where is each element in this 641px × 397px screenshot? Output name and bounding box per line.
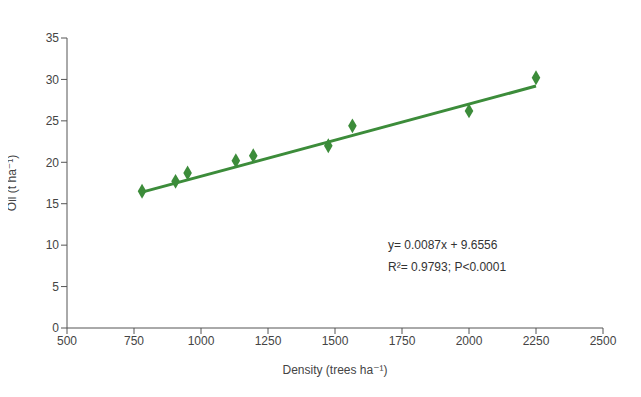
svg-text:1000: 1000 xyxy=(188,334,215,348)
svg-text:30: 30 xyxy=(46,73,60,87)
svg-text:1500: 1500 xyxy=(322,334,349,348)
html-text:y= 0.0087x + 9.6556: y= 0.0087x + 9.6556 xyxy=(388,238,498,252)
svg-text:Density (trees ha⁻¹): Density (trees ha⁻¹) xyxy=(282,363,387,377)
svg-text:1750: 1750 xyxy=(389,334,416,348)
svg-text:5: 5 xyxy=(52,280,59,294)
svg-text:2000: 2000 xyxy=(456,334,483,348)
svg-text:20: 20 xyxy=(46,156,60,170)
svg-text:0: 0 xyxy=(52,321,59,335)
svg-text:35: 35 xyxy=(46,31,60,45)
svg-text:15: 15 xyxy=(46,197,60,211)
svg-text:2250: 2250 xyxy=(523,334,550,348)
svg-text:Oil (t ha⁻¹): Oil (t ha⁻¹) xyxy=(8,155,19,211)
svg-text:1250: 1250 xyxy=(255,334,282,348)
html-text:R²= 0.9793; P<0.0001: R²= 0.9793; P<0.0001 xyxy=(388,260,507,274)
svg-text:25: 25 xyxy=(46,114,60,128)
svg-text:500: 500 xyxy=(57,334,77,348)
svg-text:750: 750 xyxy=(124,334,144,348)
svg-text:2500: 2500 xyxy=(590,334,617,348)
svg-text:10: 10 xyxy=(46,238,60,252)
